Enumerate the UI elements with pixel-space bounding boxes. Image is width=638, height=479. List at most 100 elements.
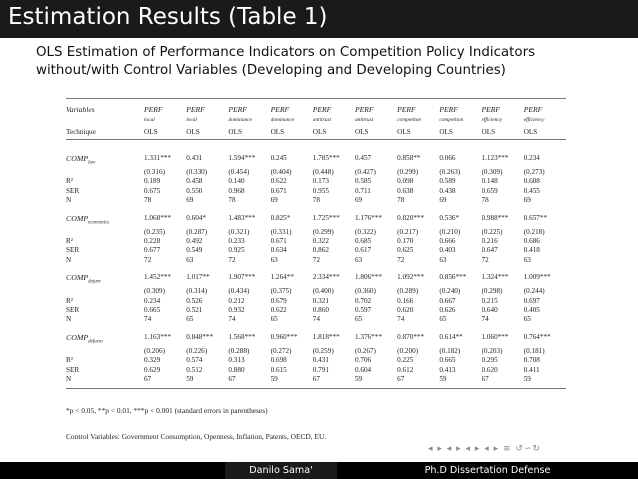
table-top-rule: [66, 98, 566, 104]
ser-cell: 0.620: [481, 365, 498, 374]
spacer-cell: [355, 206, 397, 214]
standard-error-cell: (0.299): [312, 227, 334, 236]
r2-cell: 0.697: [523, 296, 540, 305]
r2-cell: 0.233: [228, 236, 245, 245]
spacer-cell: [66, 168, 144, 177]
regressor-name: COMP: [66, 273, 89, 283]
n-cell: 67: [228, 374, 236, 383]
n-cell: 78: [312, 196, 320, 205]
ser-cell: 0.405: [523, 305, 540, 314]
ser-cell: 0.925: [228, 246, 245, 255]
coefficient-cell: 2.334***: [312, 273, 340, 282]
column-subheader: competiton: [397, 117, 422, 123]
r2-cell: 0.228: [144, 236, 161, 245]
coefficient-cell: 1.818***: [312, 332, 340, 341]
ser-cell: 0.604: [354, 365, 372, 374]
n-cell: 74: [228, 315, 236, 324]
spacer-cell: [312, 388, 355, 394]
slide-subtitle: OLS Estimation of Performance Indicators…: [36, 44, 535, 80]
spacer-cell: [66, 347, 144, 356]
spacer-cell: [228, 98, 271, 104]
table-mid-rule: [66, 139, 566, 154]
r2-cell: 0.622: [270, 177, 287, 186]
spacer-cell: [186, 206, 228, 214]
n-cell: 59: [270, 374, 278, 383]
n-cell: 65: [439, 315, 447, 324]
spacer-cell: [312, 98, 355, 104]
spacer-cell: [66, 98, 145, 104]
ser-cell: 0.521: [186, 305, 203, 314]
spacer-cell: [228, 325, 270, 333]
n-cell: 74: [481, 315, 489, 324]
standard-error-cell: (0.448): [312, 167, 334, 176]
coefficient-cell: 1.068***: [144, 213, 171, 222]
coefficient-cell: 0.764***: [523, 332, 551, 341]
coefficient-cell: 1.907***: [228, 273, 256, 282]
standard-error-cell: (0.182): [439, 346, 461, 355]
row-label-ser: SER: [66, 365, 80, 374]
subheader-row: local local dominance dominance antitrust ant…: [66, 116, 566, 125]
r2-cell: 0.189: [144, 177, 161, 186]
spacer-cell: [312, 139, 355, 154]
standard-error-cell: (0.316): [144, 167, 165, 176]
n-cell: 63: [354, 255, 363, 264]
ser-cell: 0.615: [270, 365, 287, 374]
header-row: Variables PERF PERF PERF PERF PERF PERF PERF PER…: [66, 104, 566, 116]
ser-cell: 0.625: [397, 246, 414, 255]
r2-row: R² 0.189 0.458 0.140 0.622 0.173 0.585 0.098 0.5…: [66, 177, 566, 186]
standard-error-cell: (0.181): [523, 346, 545, 355]
regressor-label: COMPlaw: [66, 154, 144, 168]
standard-error-cell: (0.226): [186, 346, 208, 355]
standard-error-cell: (0.427): [354, 167, 376, 176]
ser-cell: 0.880: [228, 365, 245, 374]
n-cell: 69: [270, 196, 278, 205]
standard-error-cell: (0.331): [270, 227, 292, 236]
technique-cell: OLS: [270, 128, 285, 136]
standard-error-cell: (0.287): [186, 227, 208, 236]
coefficient-cell: 1.176***: [354, 213, 382, 222]
ser-cell: 0.629: [144, 365, 161, 374]
spacer-cell: [66, 325, 144, 333]
spacer-cell: [524, 265, 566, 273]
r2-cell: 0.321: [312, 296, 329, 305]
standard-error-cell: (0.235): [144, 227, 165, 236]
spacer-cell: [481, 139, 524, 154]
coefficient-cell: 1.017**: [186, 273, 210, 282]
n-cell: 67: [481, 374, 489, 383]
technique-row: Technique OLS OLS OLS OLS OLS OLS OLS OLS OLS OLS: [66, 125, 566, 140]
column-subheader: antitrust: [312, 117, 332, 123]
standard-error-row: (0.309) (0.314) (0.434) (0.375) (0.400) (0.36…: [66, 287, 566, 296]
regressor-label: COMPdefacto: [66, 333, 144, 347]
ser-cell: 0.612: [397, 365, 414, 374]
ser-cell: 0.617: [354, 246, 372, 255]
n-cell: 72: [397, 255, 405, 264]
coefficient-cell: 1.452***: [144, 273, 171, 282]
n-cell: 69: [439, 196, 447, 205]
r2-cell: 0.608: [523, 177, 540, 186]
n-cell: 63: [439, 255, 447, 264]
n-cell: 65: [186, 315, 194, 324]
coefficient-cell: 1.568***: [228, 332, 256, 341]
coefficient-row: COMPeconomics 1.068*** 0.604* 1.483*** 0.825…: [66, 214, 566, 228]
spacer-cell: [524, 206, 566, 214]
standard-error-cell: (0.218): [523, 227, 545, 236]
coefficient-cell: 0.870***: [397, 332, 425, 341]
regressor-label: COMPeconomics: [66, 214, 144, 228]
ser-cell: 0.968: [228, 186, 245, 195]
spacer-cell: [186, 139, 229, 154]
r2-cell: 0.686: [523, 236, 540, 245]
block-gap: [66, 265, 566, 273]
coefficient-cell: 0.657**: [523, 213, 548, 222]
n-cell: 65: [523, 315, 531, 324]
standard-error-cell: (0.267): [354, 346, 376, 355]
coefficient-cell: 0.848***: [186, 332, 214, 341]
beamer-navigation-symbols[interactable]: ◂ ▸ ◂ ▸ ◂ ▸ ◂ ▸ ≡ ↺∽↻: [428, 444, 542, 454]
block-gap: [66, 206, 566, 214]
ser-row: SER 0.675 0.550 0.968 0.671 0.955 0.711 0.638 0.…: [66, 187, 566, 196]
r2-cell: 0.585: [354, 177, 372, 186]
coefficient-cell: 0.825*: [270, 213, 291, 222]
r2-cell: 0.295: [481, 356, 498, 365]
n-cell: 72: [144, 255, 152, 264]
r2-cell: 0.526: [186, 296, 203, 305]
regressor-label: COMPdejure: [66, 273, 144, 287]
